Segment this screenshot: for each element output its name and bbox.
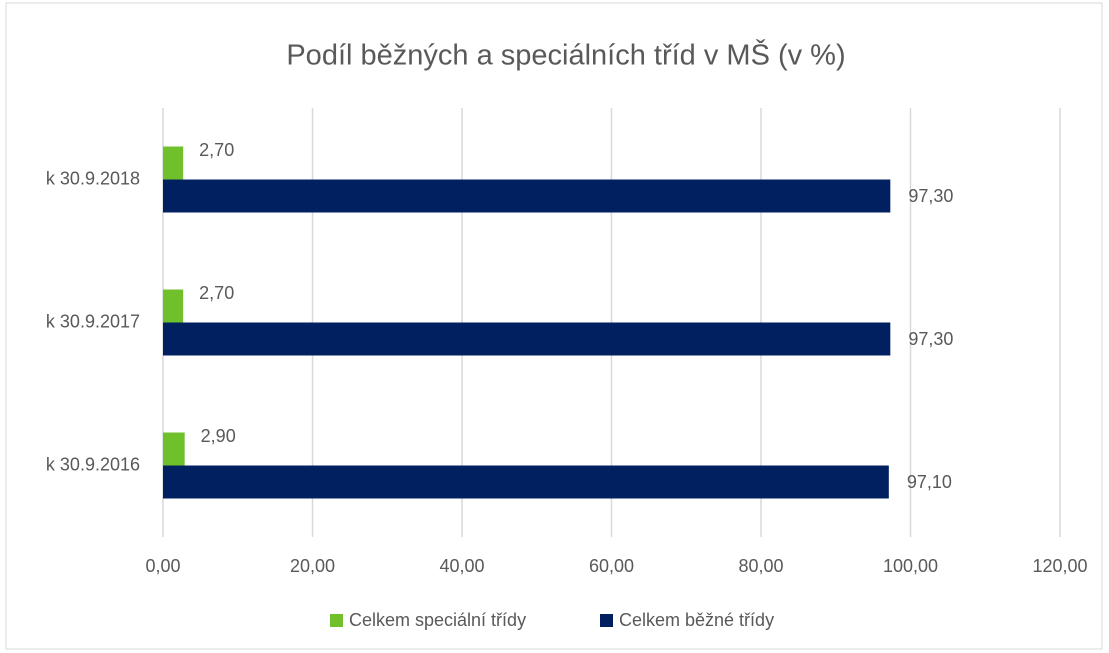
x-tick-label: 120,00 — [1032, 556, 1087, 576]
x-tick-label: 60,00 — [589, 556, 634, 576]
legend-swatch — [330, 614, 343, 627]
x-tick-label: 80,00 — [738, 556, 783, 576]
bar — [163, 146, 184, 180]
data-label: 97,10 — [907, 472, 952, 492]
y-tick-label: k 30.9.2016 — [46, 454, 140, 474]
bar — [163, 432, 185, 466]
data-label: 97,30 — [908, 329, 953, 349]
y-tick-label: k 30.9.2018 — [46, 168, 140, 188]
data-label: 2,90 — [201, 426, 236, 446]
bar — [163, 179, 891, 213]
chart-title: Podíl běžných a speciálních tříd v MŠ (v… — [286, 38, 845, 72]
x-tick-label: 0,00 — [145, 556, 180, 576]
legend-label: Celkem speciální třídy — [349, 610, 526, 630]
legend-swatch — [600, 614, 613, 627]
bar — [163, 465, 889, 499]
y-tick-label: k 30.9.2017 — [46, 311, 140, 331]
data-label: 2,70 — [199, 283, 234, 303]
data-label: 2,70 — [199, 140, 234, 160]
legend-label: Celkem běžné třídy — [619, 610, 774, 630]
bar — [163, 289, 184, 323]
data-label: 97,30 — [908, 186, 953, 206]
x-tick-label: 40,00 — [439, 556, 484, 576]
x-tick-label: 20,00 — [290, 556, 335, 576]
bar — [163, 322, 891, 356]
x-tick-label: 100,00 — [883, 556, 938, 576]
